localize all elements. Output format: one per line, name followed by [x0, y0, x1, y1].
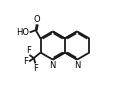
Text: F: F — [27, 46, 31, 55]
Text: N: N — [74, 61, 80, 70]
Text: HO: HO — [16, 28, 29, 37]
Text: N: N — [50, 61, 56, 70]
Text: O: O — [33, 15, 40, 24]
Text: F: F — [23, 57, 28, 66]
Text: F: F — [33, 64, 38, 73]
